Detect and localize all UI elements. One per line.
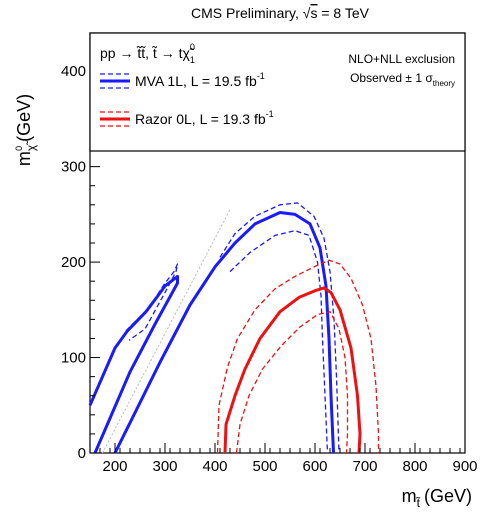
x-tick-label: 800	[402, 458, 427, 475]
kinematic-diagonal-line	[102, 209, 231, 454]
x-tick-label: 300	[152, 458, 177, 475]
legend-mva-label: MVA 1L, L = 19.5 fb-1	[135, 71, 265, 89]
contour-line-5	[223, 286, 362, 454]
contour-line-0	[88, 274, 179, 454]
contour-line-2	[125, 263, 179, 341]
legend-process: pp → t̃t̃, t̃ → tχ̃10	[100, 42, 195, 65]
axis-layer: 200 300 400 500 600 700 800 900 0 100 200 300 400	[61, 32, 478, 475]
x-axis-title: mt̃ (GeV)	[402, 486, 472, 510]
legend-observed: Observed ± 1 σtheory	[350, 71, 455, 88]
contour-line-4	[229, 229, 329, 454]
chart-title: CMS Preliminary, √s = 8 TeV	[191, 5, 370, 21]
x-tick-label: 900	[452, 458, 477, 475]
contour-line-3	[219, 202, 340, 454]
y-tick-label: 0	[78, 445, 86, 462]
contour-line-6	[216, 259, 380, 454]
x-tick-label: 600	[302, 458, 327, 475]
y-axis-title: mχ̃0(GeV)	[14, 94, 38, 166]
legend: pp → t̃t̃, t̃ → tχ̃10 NLO+NLL exclusion …	[89, 32, 466, 152]
series-layer	[88, 202, 380, 454]
x-tick-label: 400	[202, 458, 227, 475]
y-tick-label: 300	[61, 159, 86, 176]
legend-razor-label: Razor 0L, L = 19.3 fb-1	[135, 109, 274, 127]
legend-exclusion: NLO+NLL exclusion	[348, 52, 455, 66]
y-tick-label: 100	[61, 350, 86, 367]
y-tick-label: 200	[61, 254, 86, 271]
x-tick-label: 700	[352, 458, 377, 475]
legend-box	[89, 32, 466, 152]
contour-line-1	[113, 211, 335, 454]
contour-line-7	[235, 311, 349, 454]
x-tick-label: 200	[102, 458, 127, 475]
y-tick-label: 400	[61, 63, 86, 80]
diagonal-line-layer	[102, 209, 231, 454]
x-tick-label: 500	[252, 458, 277, 475]
